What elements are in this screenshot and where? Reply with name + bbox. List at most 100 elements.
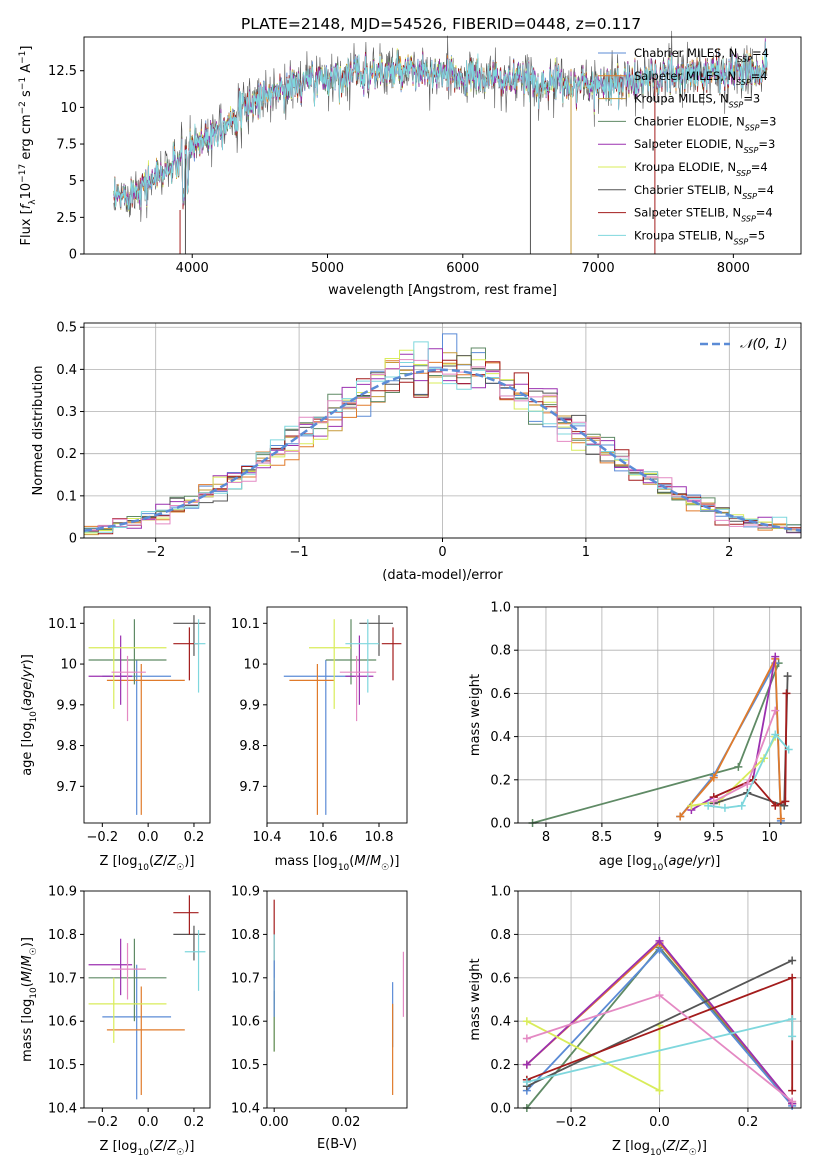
y-tick-label: 10.4 xyxy=(231,1102,260,1117)
x-tick-label: 0.0 xyxy=(138,830,159,845)
axes-frame xyxy=(83,606,211,824)
gaussian-curve xyxy=(83,368,802,532)
label-part: ☉ xyxy=(381,863,389,873)
series-marker xyxy=(788,1086,797,1095)
y-tick-label: 10.5 xyxy=(48,1058,77,1073)
label-part: 10 xyxy=(650,1148,662,1158)
y-tick-label: 10.1 xyxy=(48,617,77,632)
x-axis-label: Z [log10(Z/Z☉)] xyxy=(100,1139,195,1158)
y-tick-label: 10.6 xyxy=(231,1015,260,1030)
label-part: / xyxy=(675,1139,680,1154)
y-tick-label: 10 xyxy=(243,658,260,673)
age-vs-Z-plot-area xyxy=(88,615,206,815)
y-tick-label: 0.1 xyxy=(56,489,77,504)
y-tick-label: 0.6 xyxy=(490,687,511,702)
series-marker xyxy=(784,745,793,754)
series-marker xyxy=(783,672,792,681)
y-tick-label: 5 xyxy=(69,174,77,189)
y-axis-label: Normed distribution xyxy=(31,366,46,496)
label-part: log xyxy=(118,1139,138,1154)
legend-sub: SSP xyxy=(729,100,744,109)
y-axis-label: mass weight xyxy=(468,958,483,1040)
x-axis-label: Z [log10(Z/Z☉)] xyxy=(612,1139,707,1158)
errorbar-point xyxy=(345,635,374,705)
residuals-panel: −2 −1 0 1 2 0 0.1 0.2 0.3 0.4 0.5 (data-model)/erro… xyxy=(31,321,802,583)
legend-sub: SSP xyxy=(734,237,749,246)
mass-vs-Z-panel: −0.2 0.0 0.210.410.510.610.710.810.9Z [log… xyxy=(20,885,211,1158)
legend-name: Kroupa ELODIE, N xyxy=(634,160,736,174)
label-part: −17 xyxy=(18,164,28,183)
x-tick-label: −0.2 xyxy=(555,1115,587,1130)
legend-name: Salpeter STELIB, N xyxy=(634,206,741,220)
histogram-step xyxy=(84,341,801,533)
axes-frame xyxy=(517,606,802,824)
x-axis-label: Z [log10(Z/Z☉)] xyxy=(100,854,195,873)
errorbar-point xyxy=(193,619,206,693)
label-part: −1 xyxy=(18,51,28,64)
x-tick-label: 10.8 xyxy=(365,830,394,845)
y-tick-label: 0 xyxy=(69,248,77,263)
x-axis-label: (data-model)/error xyxy=(382,568,503,583)
series-marker xyxy=(780,801,789,810)
y-axis-label: Flux [fλ10−17 erg cm−2 s−1 A−1] xyxy=(18,46,38,246)
label-part: / xyxy=(163,854,168,869)
errorbar-point xyxy=(88,938,133,996)
legend-name: Salpeter ELODIE, N xyxy=(634,137,744,151)
weight-vs-Z-axes: −0.2 0.0 0.20.00.20.40.60.81.0Z [log10(Z/Z… xyxy=(468,885,802,1158)
y-tick-label: 9.8 xyxy=(239,739,260,754)
legend-sub: SSP xyxy=(741,214,756,223)
label-part: log xyxy=(20,999,35,1019)
series-marker xyxy=(781,797,790,806)
label-part: 10 xyxy=(137,1148,149,1158)
figure-title: PLATE=2148, MJD=54526, FIBERID=0448, z=0… xyxy=(241,15,641,33)
series-line xyxy=(691,736,777,807)
series-marker xyxy=(720,803,729,812)
legend-sub: SSP xyxy=(736,77,751,86)
y-tick-label: 0.4 xyxy=(490,1015,511,1030)
x-tick-label: 0 xyxy=(438,545,446,560)
x-axis-label: age [log10(age/yr)] xyxy=(599,854,721,873)
y-tick-label: 9.9 xyxy=(56,698,77,713)
series-marker xyxy=(655,936,664,945)
y-tick-label: 0.5 xyxy=(56,321,77,336)
errorbar-point xyxy=(102,659,172,815)
label-part: M xyxy=(370,854,381,869)
errorbar-point xyxy=(106,664,185,815)
y-tick-label: 9.8 xyxy=(56,739,77,754)
y-tick-label: 7.5 xyxy=(56,138,77,153)
y-tick-label: 0.4 xyxy=(490,730,511,745)
mass-vs-Z-axes: −0.2 0.0 0.210.410.510.610.710.810.9Z [log… xyxy=(20,885,211,1158)
label-part: age xyxy=(668,854,692,869)
y-axis-label: mass [log10(M/M☉)] xyxy=(20,937,39,1062)
x-tick-label: −0.2 xyxy=(87,1115,119,1130)
legend-name: Chabrier ELODIE, N xyxy=(634,114,745,128)
series-marker xyxy=(743,780,752,789)
errorbar-point xyxy=(88,635,133,705)
errorbar-point xyxy=(106,986,185,1095)
series-marker xyxy=(655,991,664,1000)
legend-name: Chabrier STELIB, N xyxy=(634,183,742,197)
errorbar-point xyxy=(111,943,146,1000)
label-part: 10 xyxy=(652,863,664,873)
label-part: −1 xyxy=(18,77,28,90)
label-part: M xyxy=(20,955,35,966)
spectrum-plot-area xyxy=(113,30,768,254)
x-tick-label: 2 xyxy=(725,545,733,560)
label-part: erg cm xyxy=(19,114,34,163)
errorbar-point xyxy=(88,977,167,1043)
x-tick-label: 0.0 xyxy=(138,1115,159,1130)
x-tick-label: 4000 xyxy=(176,261,209,276)
series-marker xyxy=(655,1086,664,1095)
y-tick-label: 10.7 xyxy=(48,971,77,986)
legend-label: 𝒩(0, 1) xyxy=(740,337,787,352)
legend-label: Kroupa ELODIE, NSSP=4 xyxy=(634,160,768,178)
errorbar-point xyxy=(325,619,377,685)
x-tick-label: 6000 xyxy=(446,261,479,276)
errorbar-point xyxy=(381,627,402,681)
x-tick-label: 9.5 xyxy=(703,830,724,845)
weight-vs-Z-plot-area xyxy=(522,936,797,1112)
label-part: Z xyxy=(666,1139,677,1154)
x-tick-label: 0.00 xyxy=(260,1115,289,1130)
